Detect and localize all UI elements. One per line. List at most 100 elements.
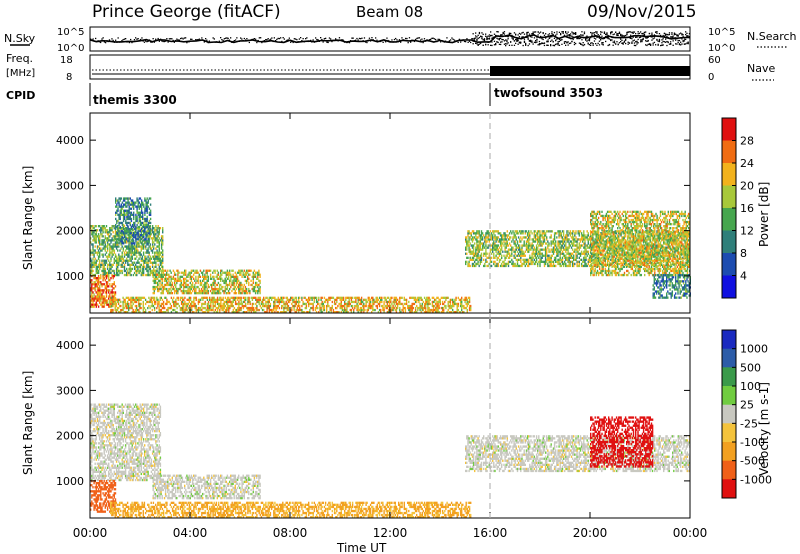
echo-cell	[140, 231, 142, 234]
nsearch-dot	[390, 41, 392, 43]
nsearch-dot	[641, 40, 643, 42]
echo-cell	[144, 233, 146, 236]
echo-cell	[232, 273, 234, 276]
echo-cell	[159, 296, 161, 299]
echo-cell	[284, 311, 286, 314]
echo-cell	[180, 302, 183, 306]
nsearch-dot	[638, 34, 641, 37]
echo-cell	[420, 311, 422, 314]
nsearch-dot	[533, 41, 536, 43]
echo-cell	[189, 287, 191, 291]
echo-cell	[96, 281, 99, 284]
echo-cell	[102, 297, 104, 300]
echo-cell	[254, 308, 256, 312]
echo-cell	[274, 304, 276, 308]
echo-cell	[115, 205, 117, 208]
echo-cell	[131, 240, 134, 243]
echo-cell	[404, 306, 407, 310]
echo-cell	[225, 283, 227, 287]
nsearch-dot	[392, 41, 394, 43]
echo-cell	[286, 298, 288, 301]
nsearch-dot	[682, 40, 684, 43]
echo-cell	[225, 298, 228, 301]
echo-cell	[244, 289, 247, 293]
echo-cell	[148, 251, 150, 254]
nsearch-dot	[223, 38, 225, 40]
echo-cell	[132, 311, 134, 314]
echo-cell	[149, 257, 151, 260]
nsearch-dot	[592, 43, 594, 45]
nsearch-dot	[590, 37, 592, 39]
echo-cell	[363, 302, 365, 306]
echo-cell	[305, 298, 308, 301]
echo-cell	[268, 311, 270, 314]
echo-cell	[483, 246, 485, 249]
echo-cell	[346, 304, 348, 308]
echo-cell	[91, 305, 93, 308]
echo-cell	[143, 225, 145, 229]
nsearch-dot	[436, 40, 438, 43]
echo-cell	[429, 308, 431, 312]
echo-cell	[116, 300, 119, 304]
echo-cell	[282, 298, 284, 301]
echo-cell	[105, 225, 108, 228]
echo-cell	[155, 229, 157, 232]
echo-cell	[134, 296, 137, 299]
nsearch-dot	[468, 40, 471, 42]
echo-cell	[137, 205, 139, 208]
nsearch-dot	[573, 43, 576, 46]
echo-cell	[108, 271, 110, 275]
echo-cell	[168, 300, 170, 304]
echo-cell	[136, 207, 138, 210]
echo-cell	[154, 239, 156, 242]
echo-cell	[128, 217, 130, 221]
echo-cell	[216, 306, 219, 310]
echo-cell	[121, 221, 124, 225]
echo-cell	[236, 281, 239, 285]
echo-cell	[155, 277, 158, 280]
echo-cell	[197, 300, 200, 304]
echo-cell	[250, 311, 252, 314]
echo-cell	[256, 281, 258, 285]
echo-cell	[117, 235, 119, 238]
echo-cell	[247, 292, 249, 295]
echo-cell	[113, 295, 115, 298]
echo-cell	[240, 269, 242, 272]
echo-cell	[446, 296, 448, 299]
nsearch-dot	[275, 40, 277, 42]
nsearch-dot	[176, 38, 178, 40]
echo-cell	[247, 302, 249, 306]
echo-cell	[242, 311, 245, 314]
echo-cell	[133, 267, 136, 271]
echo-cell	[153, 255, 155, 258]
echo-cell	[147, 238, 149, 241]
echo-cell	[154, 269, 157, 272]
echo-cell	[205, 275, 207, 278]
echo-cell	[270, 296, 273, 299]
echo-cell	[90, 241, 92, 244]
echo-cell	[161, 289, 163, 293]
nsearch-dot	[688, 33, 691, 35]
echo-cell	[146, 234, 148, 237]
echo-cell	[392, 308, 394, 312]
nsearch-dot	[531, 33, 533, 35]
echo-cell	[169, 281, 171, 285]
echo-cell	[209, 275, 212, 278]
echo-cell	[220, 300, 222, 304]
echo-cell	[99, 253, 101, 256]
nsearch-dot	[537, 31, 539, 33]
echo-cell	[385, 300, 387, 304]
nsearch-dot	[597, 34, 599, 36]
echo-cell	[127, 201, 129, 204]
echo-cell	[157, 302, 159, 306]
echo-cell	[244, 285, 247, 289]
echo-cell	[320, 302, 322, 306]
nsearch-dot	[483, 38, 486, 40]
echo-cell	[269, 302, 272, 306]
nsearch-dot	[623, 35, 626, 37]
echo-cell	[139, 219, 142, 223]
echo-cell	[114, 308, 116, 312]
echo-cell	[154, 271, 157, 274]
echo-cell	[113, 281, 115, 284]
echo-cell	[133, 253, 136, 256]
